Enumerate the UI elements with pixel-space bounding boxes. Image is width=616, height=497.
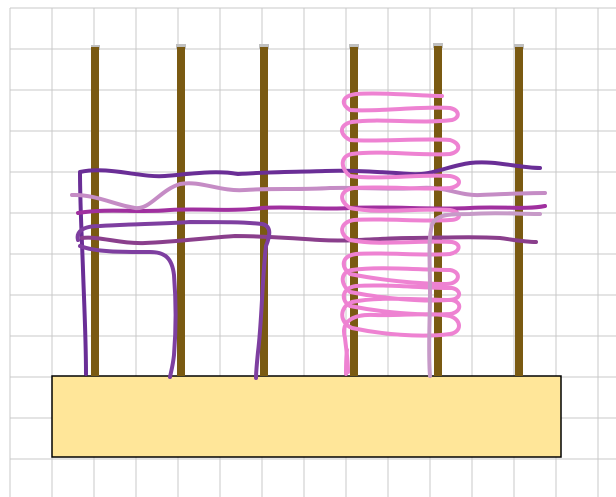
- wooden-base: [51, 375, 562, 458]
- peg-cap-6: [514, 44, 524, 49]
- yarn-strand-pink-tail: [344, 348, 349, 376]
- peg-cap-5: [433, 43, 443, 48]
- yarn-strand-mauve: [70, 181, 547, 211]
- peg-4: [350, 47, 358, 376]
- yarn-strand-light-mauve: [427, 211, 542, 378]
- yarn-strand-magenta: [76, 204, 547, 215]
- peg-cap-4: [349, 44, 359, 49]
- peg-cap-3: [259, 44, 269, 49]
- yarn-strands: [70, 91, 547, 380]
- peg-cap-2: [176, 44, 186, 49]
- yarn-strand-violet-drop: [78, 244, 178, 379]
- peg-3: [260, 47, 268, 376]
- peg-6: [515, 47, 523, 376]
- yarn-strand-violet-loop: [75, 220, 272, 380]
- yarn-strand-plum: [80, 234, 538, 246]
- yarn-strand-dark-purple: [78, 160, 542, 376]
